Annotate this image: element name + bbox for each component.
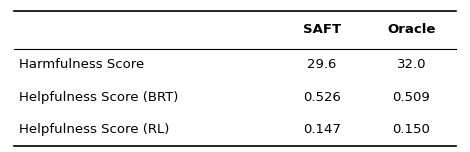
Text: 0.150: 0.150 (392, 123, 430, 136)
Text: Helpfulness Score (RL): Helpfulness Score (RL) (19, 123, 169, 136)
Text: Harmfulness Score: Harmfulness Score (19, 58, 144, 71)
Text: Helpfulness Score (BRT): Helpfulness Score (BRT) (19, 91, 178, 104)
Text: 0.147: 0.147 (303, 123, 341, 136)
Text: 0.526: 0.526 (303, 91, 341, 104)
Text: 0.509: 0.509 (392, 91, 430, 104)
Text: 32.0: 32.0 (397, 58, 426, 71)
Text: 29.6: 29.6 (307, 58, 337, 71)
Text: Oracle: Oracle (387, 23, 435, 36)
Text: SAFT: SAFT (303, 23, 341, 36)
